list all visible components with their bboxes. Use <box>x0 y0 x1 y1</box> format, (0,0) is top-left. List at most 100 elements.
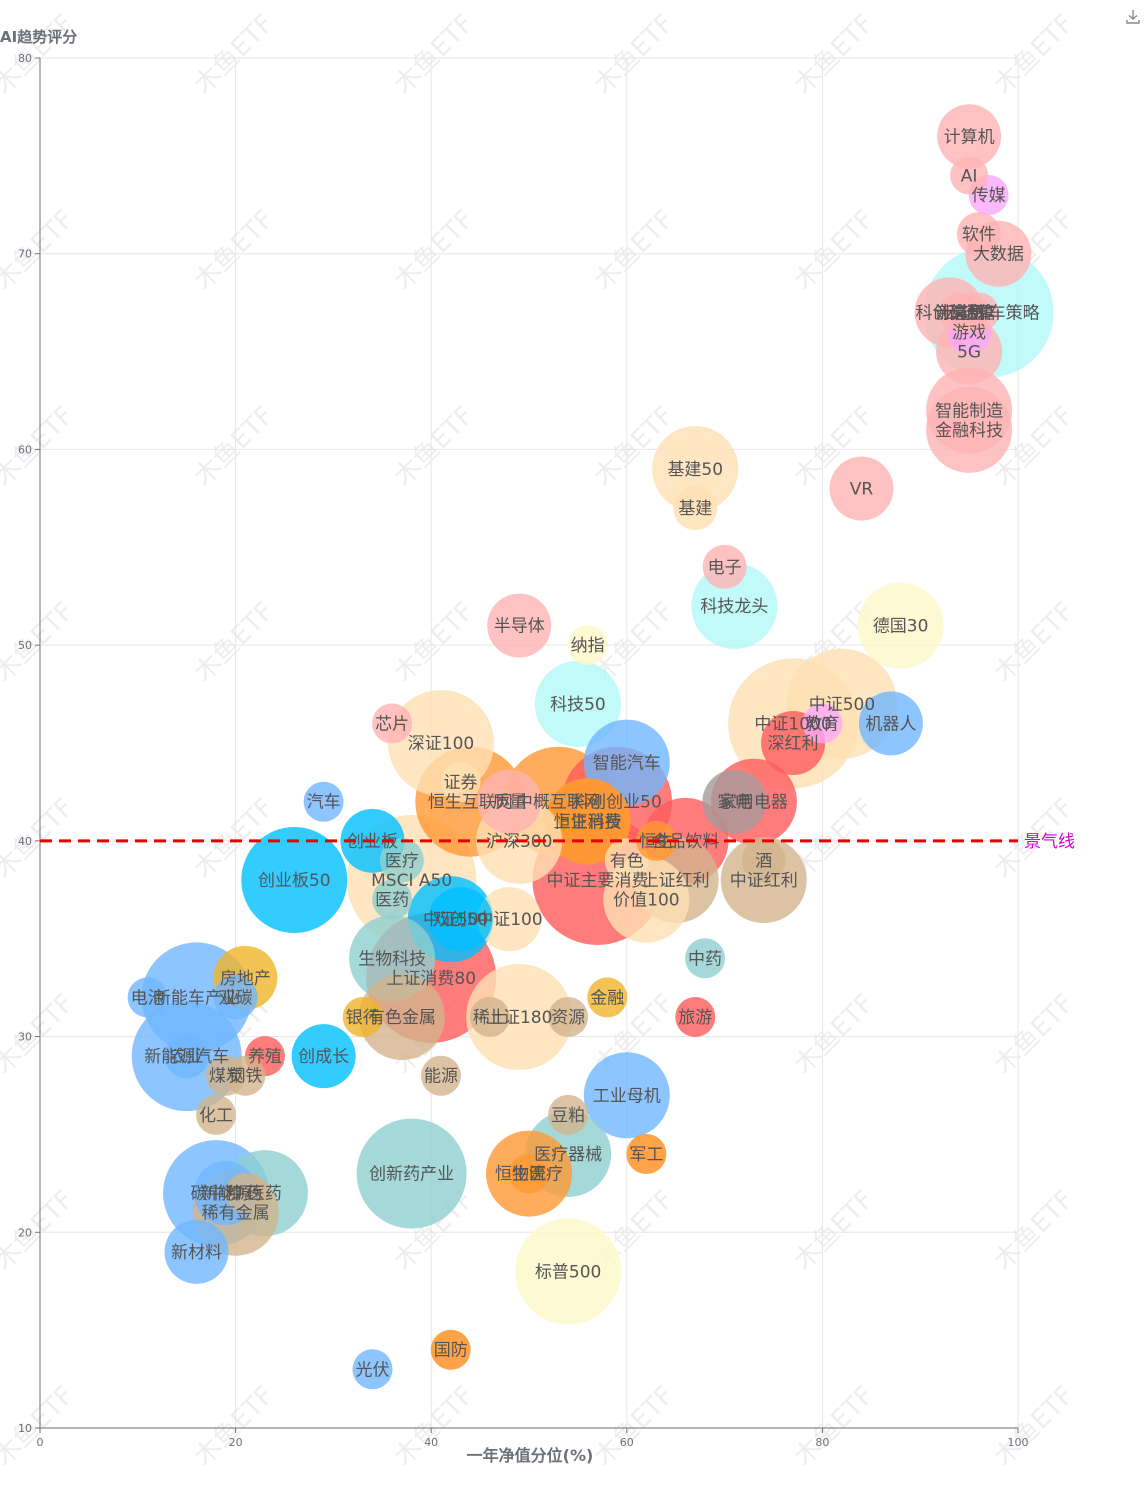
bubble-label: 工业母机 <box>593 1086 661 1106</box>
bubble-point <box>950 156 989 195</box>
y-tick-label: 10 <box>18 1422 32 1435</box>
bubble-point <box>420 1055 461 1096</box>
bubble-label: 基建 <box>678 499 712 519</box>
bubble-point <box>379 838 424 883</box>
bubble-label: 家用电器 <box>720 793 788 813</box>
bubble-label: 物流 <box>512 1165 546 1185</box>
bubble-point <box>702 544 747 589</box>
bubble-label: 资源 <box>551 1008 585 1028</box>
bubble-point <box>469 997 510 1037</box>
reference-line-layer: 景气线 <box>40 832 1075 852</box>
x-tick-label: 60 <box>620 1436 634 1449</box>
bubble-point <box>358 974 445 1060</box>
bubble-point <box>802 703 843 744</box>
bubble-label: 有色 <box>610 851 644 871</box>
watermark-text: 木鱼ETF <box>789 9 880 100</box>
bubble-point <box>626 1134 667 1174</box>
bubble-point <box>477 887 542 952</box>
y-tick-label: 40 <box>18 835 32 848</box>
bubble-point <box>291 1024 356 1089</box>
bubble-point <box>509 1153 549 1194</box>
bubble-point <box>372 879 413 920</box>
bubble-label: 新能源车策略 <box>938 303 1040 323</box>
bubble-point <box>356 1118 467 1229</box>
bubble-label: VR <box>850 480 874 500</box>
bubble-label: 生物科技 <box>358 949 426 969</box>
bubble-label: 军工 <box>629 1145 663 1165</box>
bubble-label: 创新药产业 <box>369 1165 454 1185</box>
watermark-text: 木鱼ETF <box>389 597 480 688</box>
x-tick-label: 20 <box>229 1436 243 1449</box>
bubble-label: 中证500 <box>809 695 875 715</box>
x-tick-label: 100 <box>1008 1436 1029 1449</box>
bubble-label: 有色金属 <box>368 1008 436 1028</box>
bubble-point <box>548 997 589 1037</box>
bubble-label: 创成长 <box>298 1047 349 1067</box>
y-tick-label: 30 <box>18 1031 32 1044</box>
bubble-point <box>673 486 718 531</box>
bubble-point <box>567 625 608 666</box>
bubble-label: 芯片 <box>375 714 409 734</box>
bubble-label: 科创信息 <box>916 303 984 323</box>
x-tick-label: 80 <box>815 1436 829 1449</box>
bubble-label: 电池 <box>131 988 165 1008</box>
x-axis-title: 一年净值分位(%) <box>466 1446 594 1465</box>
bubble-label: 银行 <box>346 1008 380 1028</box>
bubble-label: 质量 <box>492 793 526 813</box>
bubble-label: 标普500 <box>535 1262 601 1282</box>
bubble-label: 中证主要消费 <box>546 871 648 891</box>
bubble-label: 金融 <box>590 988 624 1008</box>
bubble-point <box>213 975 258 1020</box>
y-tick-label: 60 <box>18 443 32 456</box>
bubble-point <box>241 827 348 933</box>
bubble-point <box>857 582 944 669</box>
bubble-point <box>164 1034 209 1079</box>
bubble-label: 中证50 <box>423 910 479 930</box>
bubble-label: 养殖 <box>248 1047 282 1067</box>
bubble-point <box>548 1094 589 1135</box>
bubble-label: 大数据 <box>973 245 1024 265</box>
bubble-point <box>164 1219 229 1284</box>
bubble-label: 新材料 <box>171 1243 222 1263</box>
bubble-label: 智能汽车 <box>593 754 661 774</box>
bubble-label: 机器人 <box>865 714 916 734</box>
bubble-label: 新能源 <box>200 1184 251 1204</box>
bubble-label: 医药 <box>248 1184 282 1204</box>
bubble-label: 计算机 <box>944 127 995 147</box>
bubble-label: 双创50 <box>433 910 489 930</box>
bubble-label: 中证100 <box>476 910 542 930</box>
x-tick-label: 40 <box>424 1436 438 1449</box>
watermark-text: 木鱼ETF <box>789 205 880 296</box>
y-axis-title: AI趋势评分 <box>0 28 78 46</box>
bubble-label: 金融科技 <box>935 421 1003 441</box>
bubble-label: 化工 <box>199 1106 233 1126</box>
y-tick-label: 80 <box>18 52 32 65</box>
bubble-label: 新能源汽车 <box>144 1047 229 1067</box>
bubble-label: 医疗 <box>385 851 419 871</box>
download-icon[interactable] <box>1124 8 1142 26</box>
bubble-point <box>515 1218 622 1325</box>
bubble-point <box>741 838 786 883</box>
bubble-point <box>858 691 923 756</box>
bubble-label: MSCI A50 <box>371 871 452 891</box>
bubble-point <box>583 1052 670 1139</box>
watermark-text: 木鱼ETF <box>189 9 280 100</box>
watermark-text: 木鱼ETF <box>989 1185 1080 1276</box>
bubble-point <box>440 762 481 803</box>
bubble-point <box>956 212 1001 257</box>
bubble-point <box>958 292 999 333</box>
bubble-point <box>205 1055 246 1096</box>
bubble-label: 云计算 <box>944 303 995 323</box>
bubble-label: 科创创业50 <box>572 793 662 813</box>
bubble-point <box>675 997 716 1037</box>
watermark-text: 木鱼ETF <box>989 9 1080 100</box>
bubble-label: 恒生互联网 <box>428 793 513 813</box>
bubble-label: 稀有金属 <box>202 1204 270 1224</box>
bubble-label: 恒生科技 <box>554 812 622 832</box>
bubble-point <box>534 660 621 747</box>
bubble-point <box>342 997 383 1037</box>
watermark-text: 木鱼ETF <box>589 205 680 296</box>
watermark-text: 木鱼ETF <box>989 989 1080 1080</box>
y-tick-label: 50 <box>18 639 32 652</box>
